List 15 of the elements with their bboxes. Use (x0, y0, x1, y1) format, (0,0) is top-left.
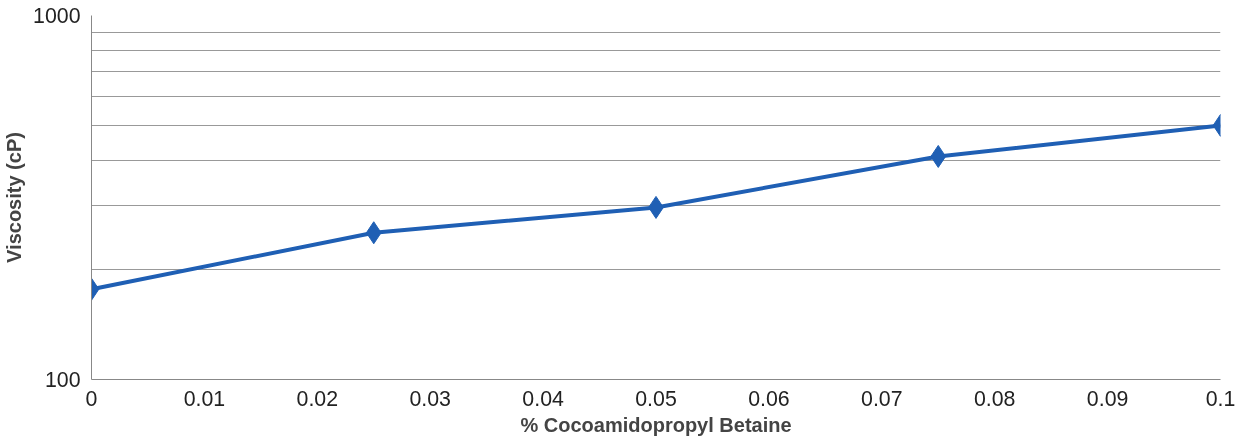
x-tick-label: 0.05 (635, 386, 677, 411)
y-tick-label: 100 (44, 368, 81, 392)
x-tick-label: 0.04 (522, 386, 564, 411)
x-tick-label: 0.03 (409, 386, 451, 411)
x-tick-label: 0.1 (1205, 386, 1236, 411)
y-axis-title: Viscosity (cP) (3, 132, 26, 263)
x-axis-title: % Cocoamidopropyl Betaine (520, 413, 792, 436)
x-tick-label: 0.02 (296, 386, 339, 411)
x-tick-label: 0.08 (973, 386, 1016, 411)
x-tick-label: 0.01 (183, 386, 226, 411)
y-tick-label: 1000 (33, 4, 81, 28)
x-tick-label: 0.06 (748, 386, 790, 411)
x-tick-label: 0 (85, 386, 98, 411)
x-tick-label: 0.09 (1086, 386, 1129, 411)
x-tick-label: 0.07 (861, 386, 903, 411)
